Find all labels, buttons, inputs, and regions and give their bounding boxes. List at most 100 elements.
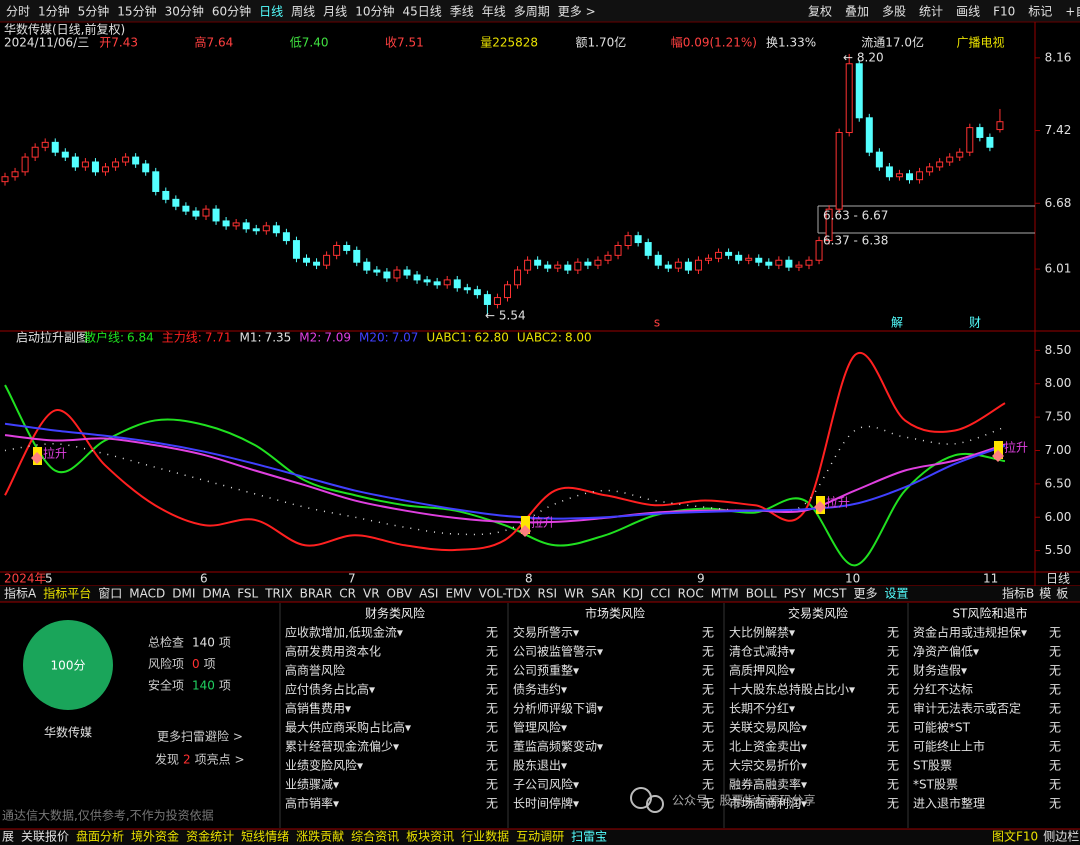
indicator-tab[interactable]: 指标A (4, 586, 37, 601)
risk-item[interactable]: 业绩变脸风险▾ (285, 758, 363, 773)
risk-item[interactable]: 股东退出▾ (513, 759, 567, 773)
bottom-tab[interactable]: 板块资讯 (406, 830, 454, 844)
period-tab[interactable]: 分时 (6, 5, 30, 19)
indicator-tab[interactable]: MCST (813, 587, 847, 601)
risk-item[interactable]: ST股票 (913, 759, 952, 773)
risk-item[interactable]: 资金占用或违规担保▾ (913, 625, 1027, 640)
indicator-tab[interactable]: MACD (129, 587, 165, 601)
risk-item[interactable]: 应收款增加,低现金流▾ (285, 625, 403, 640)
indicator-tab[interactable]: SAR (591, 587, 615, 601)
indicator-tab[interactable]: EMV (445, 587, 472, 601)
indicator-tab[interactable]: 模 (1039, 587, 1051, 601)
risk-item[interactable]: 财务造假▾ (913, 663, 967, 678)
period-tab[interactable]: 更多 > (558, 5, 596, 19)
tool-button[interactable]: 复权 (808, 5, 832, 19)
risk-item[interactable]: 高商誉风险 (285, 663, 345, 678)
risk-item[interactable]: *ST股票 (913, 778, 958, 792)
period-tab[interactable]: 1分钟 (38, 4, 70, 19)
risk-item[interactable]: 高销售费用▾ (285, 701, 351, 716)
found-link[interactable]: 2 (183, 753, 191, 767)
tool-button[interactable]: 画线 (956, 5, 980, 19)
period-tab[interactable]: 10分钟 (355, 4, 394, 19)
found-link[interactable]: 项亮点 > (195, 752, 245, 767)
bottom-tab[interactable]: 展 (2, 830, 14, 844)
indicator-tab[interactable]: DMI (172, 587, 195, 601)
indicator-tab[interactable]: WR (564, 587, 584, 601)
period-tab[interactable]: 多周期 (514, 5, 550, 19)
indicator-tab[interactable]: CR (339, 587, 356, 601)
period-tab[interactable]: 60分钟 (212, 4, 251, 19)
tool-button[interactable]: 统计 (919, 5, 943, 19)
risk-item[interactable]: 高质押风险▾ (729, 663, 795, 678)
risk-item[interactable]: 长期不分红▾ (729, 701, 795, 716)
indicator-tab[interactable]: 指标B (1002, 586, 1034, 601)
risk-item[interactable]: 管理风险▾ (513, 720, 567, 735)
period-tab[interactable]: 30分钟 (165, 4, 204, 19)
risk-item[interactable]: 北上资金卖出▾ (729, 739, 807, 754)
risk-item[interactable]: 最大供应商采购占比高▾ (285, 720, 411, 735)
risk-item[interactable]: 分红不达标 (913, 682, 973, 697)
indicator-tab[interactable]: 指标平台 (43, 586, 91, 601)
indicator-tab[interactable]: ASI (419, 587, 438, 601)
indicator-tab[interactable]: 窗口 (98, 587, 122, 601)
period-tab[interactable]: 年线 (482, 5, 506, 19)
indicator-tab[interactable]: BOLL (746, 587, 777, 601)
period-tab[interactable]: 45日线 (402, 5, 441, 19)
tool-button[interactable]: 标记 (1028, 5, 1052, 19)
risk-item[interactable]: 分析师评级下调▾ (513, 702, 603, 716)
risk-item[interactable]: 市场高商利润▾ (729, 796, 807, 811)
tool-button[interactable]: +自选 (1065, 5, 1080, 19)
period-tab[interactable]: 周线 (291, 5, 315, 19)
bottom-tab[interactable]: 行业数据 (461, 829, 509, 844)
indicator-tab[interactable]: 更多 (854, 587, 878, 601)
bottom-tab[interactable]: 盘面分析 (76, 829, 124, 844)
period-tab[interactable]: 季线 (450, 5, 474, 19)
indicator-tab[interactable]: RSI (538, 587, 558, 601)
bottom-tab[interactable]: 短线情绪 (241, 830, 289, 844)
risk-item[interactable]: 大比例解禁▾ (729, 626, 795, 640)
bottom-tab[interactable]: 境外资金 (131, 829, 179, 844)
risk-item[interactable]: 融券高融卖率▾ (729, 777, 807, 792)
indicator-tab[interactable]: VR (363, 587, 380, 601)
tool-button[interactable]: 多股 (882, 5, 906, 19)
risk-item[interactable]: 子公司风险▾ (513, 777, 579, 792)
period-tab[interactable]: 月线 (323, 5, 347, 19)
indicator-tab[interactable]: PSY (784, 587, 807, 601)
found-link[interactable]: 发现 (155, 752, 179, 767)
risk-item[interactable]: 关联交易风险▾ (729, 720, 807, 735)
risk-item[interactable]: 业绩骤减▾ (285, 778, 339, 792)
period-tab[interactable]: 日线 (259, 5, 283, 19)
tool-button[interactable]: F10 (993, 5, 1015, 19)
bottom-tab[interactable]: 涨跌贡献 (296, 829, 344, 844)
bottom-tab[interactable]: 关联报价 (21, 829, 69, 844)
indicator-tab[interactable]: BRAR (300, 587, 333, 601)
risk-item[interactable]: 债务违约▾ (513, 682, 567, 697)
risk-item[interactable]: 累计经营现金流偏少▾ (285, 739, 399, 754)
risk-item[interactable]: 进入退市整理 (913, 796, 985, 811)
more-link[interactable]: 更多扫雷避险 > (157, 729, 243, 744)
tool-button[interactable]: 叠加 (845, 5, 869, 19)
risk-item[interactable]: 十大股东总持股占比小▾ (729, 682, 855, 697)
bottom-tab[interactable]: 综合资讯 (351, 829, 399, 844)
period-tab[interactable]: 15分钟 (117, 4, 156, 19)
indicator-tab[interactable]: 板 (1056, 587, 1068, 601)
indicator-tab[interactable]: OBV (387, 587, 413, 601)
indicator-tab[interactable]: CCI (650, 587, 670, 601)
bottom-tab[interactable]: 资金统计 (186, 829, 234, 844)
risk-item[interactable]: 长时间停牌▾ (513, 796, 579, 811)
indicator-tab[interactable]: FSL (237, 587, 258, 601)
risk-item[interactable]: 净资产偏低▾ (913, 644, 979, 659)
risk-item[interactable]: 清仓式减持▾ (729, 644, 795, 659)
risk-item[interactable]: 董监高频繁变动▾ (513, 739, 603, 754)
bottom-tab[interactable]: 互动调研 (516, 830, 564, 844)
indicator-tab[interactable]: ROC (678, 587, 704, 601)
indicator-tab[interactable]: TRIX (264, 587, 292, 601)
risk-item[interactable]: 应付债务占比高▾ (285, 682, 375, 697)
indicator-tab[interactable]: MTM (711, 587, 739, 601)
bottom-tab[interactable]: 图文F10 (992, 829, 1038, 844)
indicator-tab[interactable]: KDJ (623, 587, 644, 601)
risk-item[interactable]: 高研发费用资本化 (285, 644, 381, 659)
indicator-tab[interactable]: 设置 (885, 587, 909, 601)
indicator-tab[interactable]: DMA (202, 587, 231, 601)
bottom-tab[interactable]: 侧边栏» (1043, 829, 1080, 844)
